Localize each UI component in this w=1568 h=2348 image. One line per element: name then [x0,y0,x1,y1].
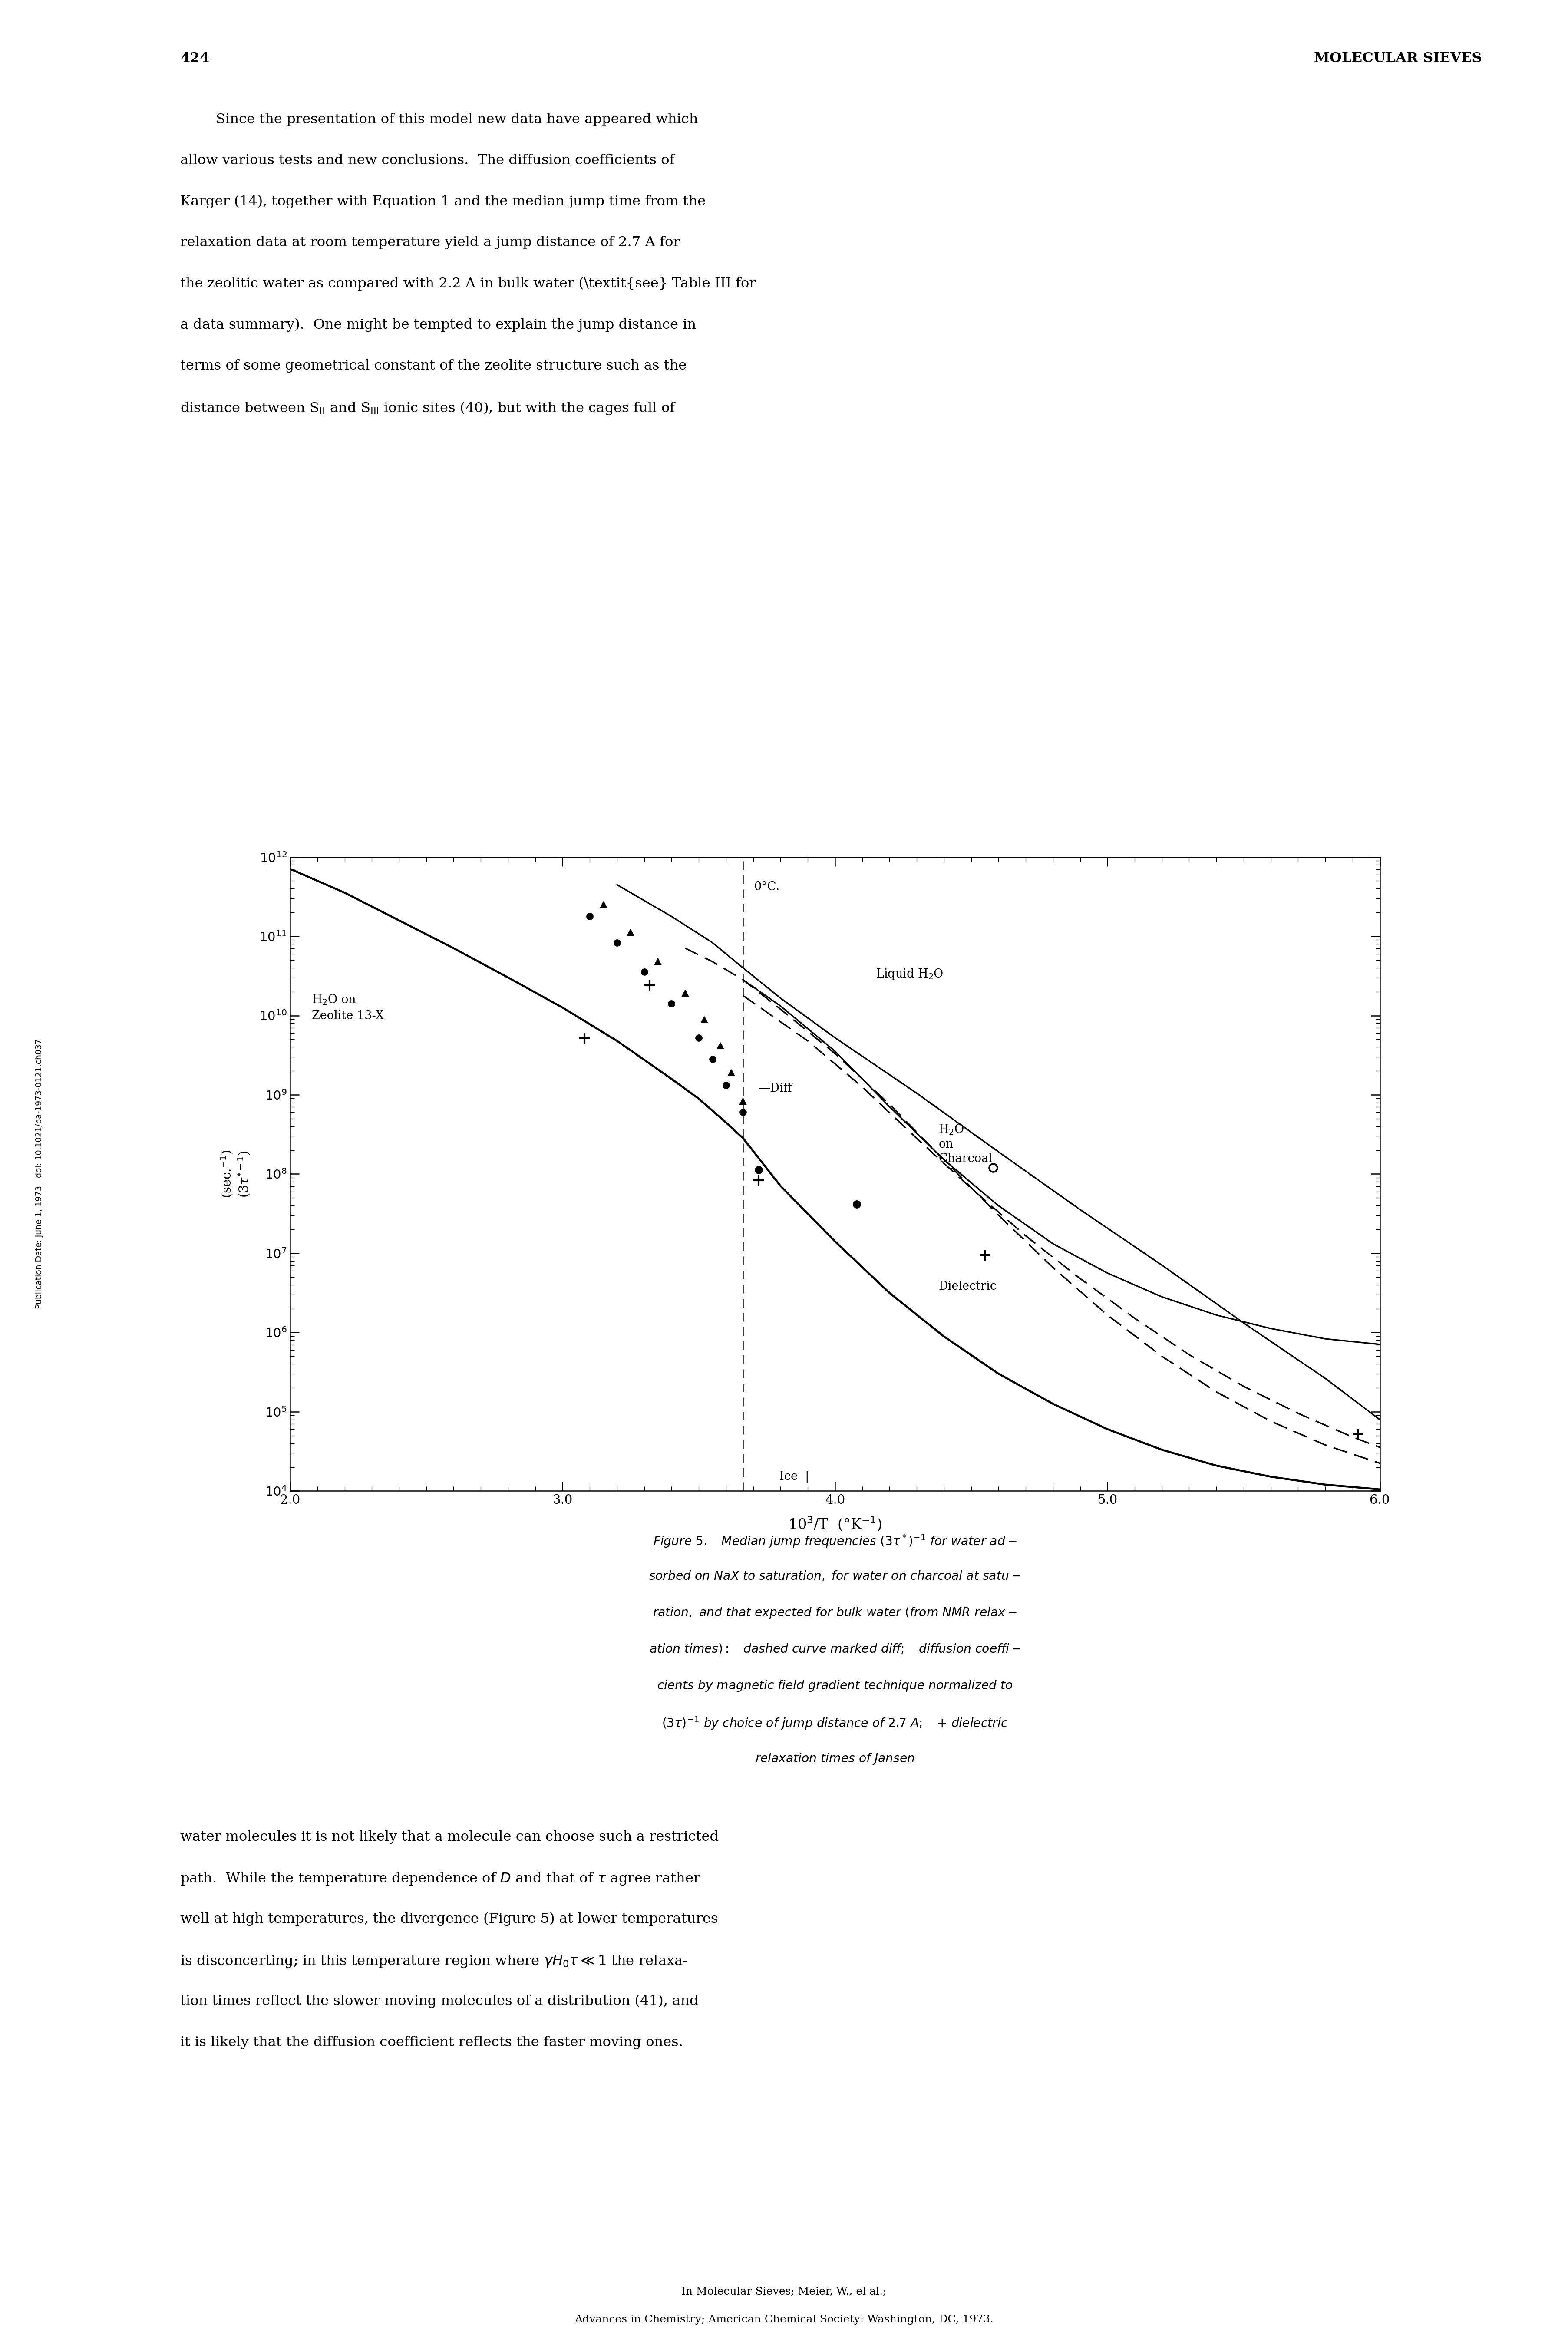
Text: tion times reflect the slower moving molecules of a distribution (41), and: tion times reflect the slower moving mol… [180,1996,699,2008]
Text: path.  While the temperature dependence of $D$ and that of $\tau$ agree rather: path. While the temperature dependence o… [180,1871,701,1885]
Text: allow various tests and new conclusions.  The diffusion coefficients of: allow various tests and new conclusions.… [180,155,674,167]
Text: Since the presentation of this model new data have appeared which: Since the presentation of this model new… [180,113,698,127]
Text: 0°C.: 0°C. [754,880,779,892]
Text: $\it{ration,\ and\ that\ expected\ for\ bulk\ water\ (from\ NMR\ relax-}$: $\it{ration,\ and\ that\ expected\ for\ … [652,1606,1018,1620]
Text: $\it{Figure\ 5.}$   $\it{Median\ jump\ frequencies\ (3\tau^*)^{-1}\ for\ water\ : $\it{Figure\ 5.}$ $\it{Median\ jump\ fre… [652,1533,1018,1550]
Text: a data summary).  One might be tempted to explain the jump distance in: a data summary). One might be tempted to… [180,319,696,331]
Text: Publication Date: June 1, 1973 | doi: 10.1021/ba-1973-0121.ch037: Publication Date: June 1, 1973 | doi: 10… [34,1040,44,1308]
Text: 424: 424 [180,52,210,66]
Text: MOLECULAR SIEVES: MOLECULAR SIEVES [1314,52,1482,66]
Text: Ice  |: Ice | [779,1470,809,1484]
Text: $\it{sorbed\ on\ NaX\ to\ saturation,\ for\ water\ on\ charcoal\ at\ satu-}$: $\it{sorbed\ on\ NaX\ to\ saturation,\ f… [649,1571,1021,1583]
Text: the zeolitic water as compared with 2.2 A in bulk water (\textit{see} Table III : the zeolitic water as compared with 2.2 … [180,277,756,291]
Text: H$_2$O
on
Charcoal: H$_2$O on Charcoal [939,1122,993,1165]
Text: it is likely that the diffusion coefficient reflects the faster moving ones.: it is likely that the diffusion coeffici… [180,2036,684,2050]
Text: terms of some geometrical constant of the zeolite structure such as the: terms of some geometrical constant of th… [180,359,687,373]
Text: Dielectric: Dielectric [939,1280,997,1291]
Text: well at high temperatures, the divergence (Figure 5) at lower temperatures: well at high temperatures, the divergenc… [180,1911,718,1925]
Text: Advances in Chemistry; American Chemical Society: Washington, DC, 1973.: Advances in Chemistry; American Chemical… [574,2315,994,2325]
Text: Karger (14), together with Equation 1 and the median jump time from the: Karger (14), together with Equation 1 an… [180,195,706,209]
Text: relaxation data at room temperature yield a jump distance of 2.7 A for: relaxation data at room temperature yiel… [180,237,681,249]
Text: —Diff: —Diff [759,1082,792,1094]
Y-axis label: (sec.$^{-1}$)
(3$\tau^{*-1}$): (sec.$^{-1}$) (3$\tau^{*-1}$) [220,1151,252,1197]
Text: distance between S$_{\rm II}$ and S$_{\rm III}$ ionic sites (40), but with the c: distance between S$_{\rm II}$ and S$_{\r… [180,399,676,416]
Text: $\it{(3\tau)^{-1}\ by\ choice\ of\ jump\ distance\ of\ 2.7\ A;}$   $\it{+\ diele: $\it{(3\tau)^{-1}\ by\ choice\ of\ jump\… [662,1714,1008,1730]
Text: is disconcerting; in this temperature region where $\gamma H_0\tau \ll 1$ the re: is disconcerting; in this temperature re… [180,1954,687,1968]
Text: Liquid H$_2$O: Liquid H$_2$O [877,967,944,981]
Text: $\it{cients\ by\ magnetic\ field\ gradient\ technique\ normalized\ to}$: $\it{cients\ by\ magnetic\ field\ gradie… [657,1679,1013,1693]
Text: $\it{ation\ times):}$   $\it{dashed\ curve\ marked\ diff;}$   $\it{diffusion\ co: $\it{ation\ times):}$ $\it{dashed\ curve… [649,1644,1021,1655]
Text: In Molecular Sieves; Meier, W., el al.;: In Molecular Sieves; Meier, W., el al.; [682,2287,886,2296]
Text: water molecules it is not likely that a molecule can choose such a restricted: water molecules it is not likely that a … [180,1831,718,1843]
Text: H$_2$O on
Zeolite 13-X: H$_2$O on Zeolite 13-X [312,993,384,1021]
Text: $\it{relaxation\ times\ of\ Jansen}$: $\it{relaxation\ times\ of\ Jansen}$ [756,1752,914,1766]
X-axis label: 10$^3$/T  (°K$^{-1}$): 10$^3$/T (°K$^{-1}$) [789,1514,881,1533]
